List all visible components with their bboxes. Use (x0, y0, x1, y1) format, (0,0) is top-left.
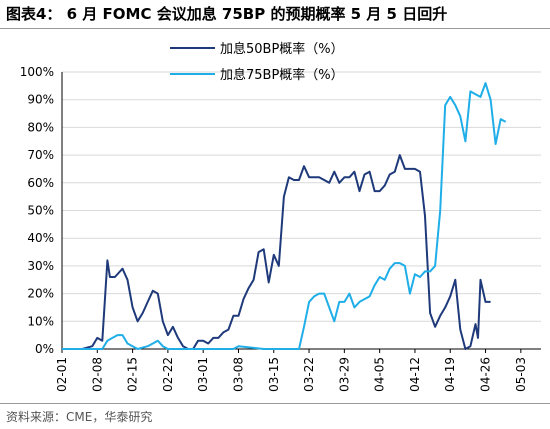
x-tick-label: 04-12 (408, 357, 422, 392)
legend-label: 加息75BP概率（%） (220, 67, 344, 83)
x-tick-label: 02-15 (126, 357, 140, 392)
x-tick-label: 03-15 (267, 357, 281, 392)
y-tick-label: 100% (20, 65, 54, 79)
x-tick-label: 04-26 (479, 357, 493, 392)
series-lines (62, 82, 507, 350)
x-tick-label: 03-29 (337, 357, 351, 392)
x-tick-label: 03-22 (302, 357, 316, 392)
gridlines (62, 71, 541, 322)
series-line-50bp (62, 154, 491, 350)
axes: 0% 10% 20% 30% 40% 50% 60% 70% 80% 90% 100% 02-01 02… (20, 65, 541, 392)
x-tick-label: 03-08 (231, 357, 245, 392)
y-tick-label: 0% (35, 342, 54, 356)
series-line-75bp (62, 82, 507, 350)
y-tick-label: 70% (27, 148, 54, 162)
y-tick-label: 40% (27, 231, 54, 245)
y-tick-label: 50% (27, 204, 54, 218)
chart-title: 图表4： 6 月 FOMC 会议加息 75BP 的预期概率 5 月 5 日回升 (6, 5, 448, 23)
y-tick-label: 90% (27, 93, 54, 107)
x-tick-label: 02-22 (161, 357, 175, 392)
legend-label: 加息50BP概率（%） (220, 41, 344, 57)
legend: 加息50BP概率（%） 加息75BP概率（%） (170, 41, 344, 83)
source-note: 资料来源：CME，华泰研究 (6, 410, 153, 424)
y-tick-label: 10% (27, 314, 54, 328)
x-tick-label: 03-01 (196, 357, 210, 392)
x-tick-label: 02-08 (90, 357, 104, 392)
title-divider (0, 28, 550, 29)
x-tick-label: 04-05 (373, 357, 387, 392)
x-tick-label: 04-19 (443, 357, 457, 392)
source-divider (0, 403, 550, 404)
x-tick-label: 02-01 (55, 357, 69, 392)
y-tick-label: 20% (27, 287, 54, 301)
y-tick-label: 30% (27, 259, 54, 273)
x-tick-label: 05-03 (514, 357, 528, 392)
y-tick-label: 60% (27, 176, 54, 190)
y-tick-label: 80% (27, 120, 54, 134)
